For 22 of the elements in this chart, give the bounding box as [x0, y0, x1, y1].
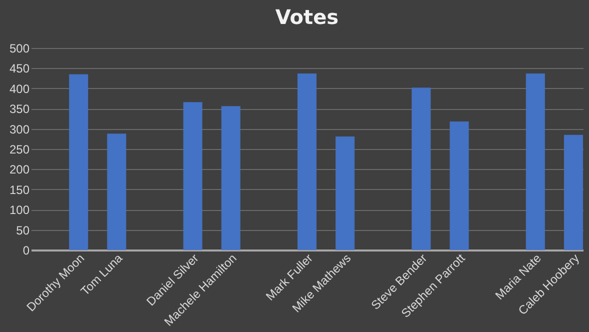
- bar: [336, 136, 355, 250]
- bar: [221, 106, 240, 250]
- y-tick-label: 150: [9, 182, 30, 197]
- bar: [450, 122, 469, 250]
- bar: [564, 134, 583, 250]
- bar: [297, 73, 317, 250]
- y-tick-label: 250: [9, 142, 30, 156]
- y-tick-label: 400: [9, 82, 30, 96]
- bar: [107, 134, 126, 250]
- y-tick-label: 0: [22, 244, 30, 258]
- y-tick-label: 50: [16, 223, 30, 238]
- bar: [526, 73, 545, 250]
- y-tick-label: 200: [9, 162, 30, 177]
- y-tick-label: 450: [9, 62, 30, 76]
- y-tick-label: 300: [9, 122, 30, 136]
- y-tick-label: 500: [9, 42, 30, 56]
- bar: [69, 74, 88, 250]
- bar: [412, 88, 431, 250]
- y-tick-label: 350: [9, 102, 30, 116]
- y-tick-label: 100: [9, 203, 30, 218]
- bar: [183, 102, 202, 250]
- chart-title: Votes: [275, 5, 339, 29]
